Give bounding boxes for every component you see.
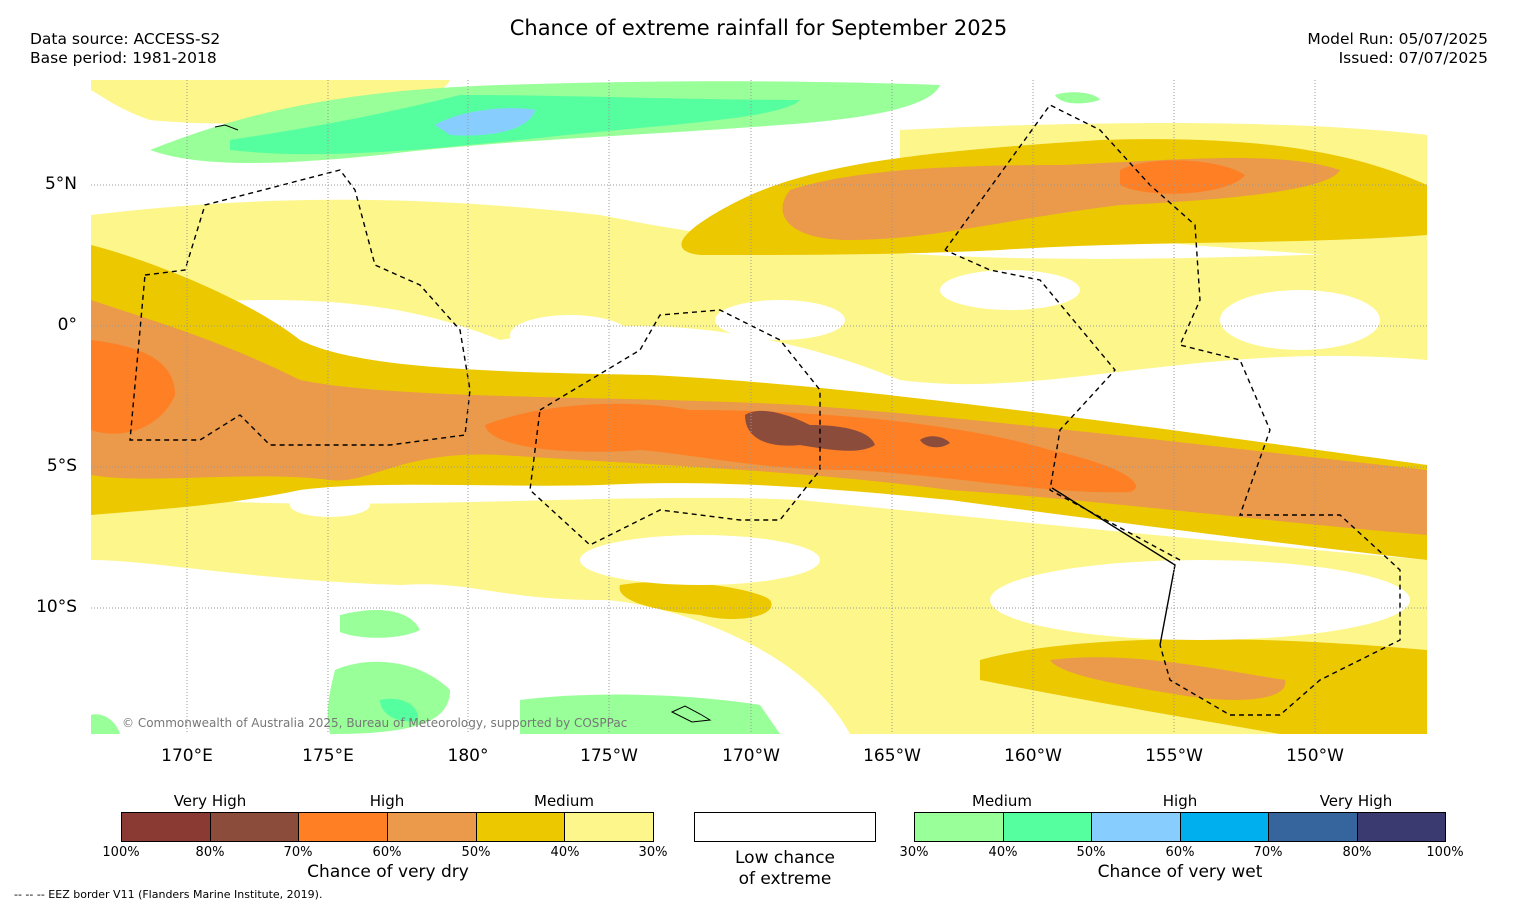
neutral-caption: Low chance of extreme [685, 848, 885, 890]
dry-tick: 50% [461, 845, 491, 860]
lon-label-180: 180° [447, 746, 489, 766]
wet-group-medium: Medium [972, 792, 1032, 810]
run-info: Model Run: 05/07/2025 Issued: 07/07/2025 [1307, 30, 1488, 68]
copyright-text: © Commonwealth of Australia 2025, Bureau… [122, 716, 628, 730]
lon-label-175w: 175°W [580, 746, 638, 766]
graticule [91, 80, 1427, 734]
dry-group-medium: Medium [534, 792, 594, 810]
map-title: Chance of extreme rainfall for September… [509, 16, 1008, 40]
data-info: Data source: ACCESS-S2 Base period: 1981… [30, 30, 220, 68]
lon-label-165w: 165°W [863, 746, 921, 766]
eez-note: -- -- -- EEZ border V11 (Flanders Marine… [14, 888, 323, 901]
lon-label-175e: 175°E [302, 746, 354, 766]
lon-label-150w: 150°W [1286, 746, 1344, 766]
wet-group-high: High [1162, 792, 1198, 810]
wet-tick: 60% [1165, 845, 1195, 860]
wet-tick: 100% [1426, 845, 1464, 860]
base-period-text: Base period: 1981-2018 [30, 49, 217, 67]
wet-swatch-60 [1179, 813, 1268, 841]
dry-tick: 30% [638, 845, 668, 860]
wet-tick: 70% [1253, 845, 1283, 860]
neutral-swatch [694, 812, 876, 842]
lat-label-5s: 5°S [46, 456, 77, 476]
dry-tick: 40% [550, 845, 580, 860]
dry-tick: 70% [283, 845, 313, 860]
lat-label-0: 0° [57, 315, 77, 335]
dry-tick: 80% [195, 845, 225, 860]
wet-group-very-high: Very High [1319, 792, 1393, 810]
wet-swatch-30 [915, 813, 1003, 841]
wet-tick: 80% [1342, 845, 1372, 860]
dry-caption: Chance of very dry [307, 862, 469, 882]
dry-swatch-70 [298, 813, 388, 841]
wet-tick: 30% [899, 845, 929, 860]
wet-swatch-50 [1091, 813, 1180, 841]
wet-caption: Chance of very wet [1097, 862, 1263, 882]
wet-colorbar [914, 812, 1446, 842]
wet-tick: 50% [1076, 845, 1106, 860]
dry-swatch-100 [122, 813, 210, 841]
dry-group-high: High [369, 792, 405, 810]
lon-label-155w: 155°W [1145, 746, 1203, 766]
wet-tick: 40% [988, 845, 1018, 860]
model-run-text: Model Run: 05/07/2025 [1307, 30, 1488, 48]
map-shading [91, 80, 1427, 734]
wet-swatch-40 [1002, 813, 1091, 841]
dry-swatch-60 [387, 813, 476, 841]
data-source-text: Data source: ACCESS-S2 [30, 30, 221, 48]
neutral-caption-line1: Low chance [735, 848, 835, 868]
lon-label-160w: 160°W [1004, 746, 1062, 766]
dry-swatch-80 [209, 813, 299, 841]
lat-label-5n: 5°N [44, 174, 77, 194]
neutral-caption-line2: of extreme [738, 869, 832, 889]
lon-label-170e: 170°E [161, 746, 213, 766]
dry-swatch-50 [475, 813, 565, 841]
dry-group-very-high: Very High [173, 792, 247, 810]
dry-colorbar [121, 812, 654, 842]
dry-tick: 60% [372, 845, 402, 860]
issued-text: Issued: 07/07/2025 [1338, 49, 1488, 67]
wet-swatch-80 [1356, 813, 1445, 841]
dry-swatch-40 [564, 813, 654, 841]
wet-swatch-70 [1268, 813, 1357, 841]
dry-tick: 100% [102, 845, 140, 860]
lat-label-10s: 10°S [36, 597, 77, 617]
lon-label-170w: 170°W [722, 746, 780, 766]
